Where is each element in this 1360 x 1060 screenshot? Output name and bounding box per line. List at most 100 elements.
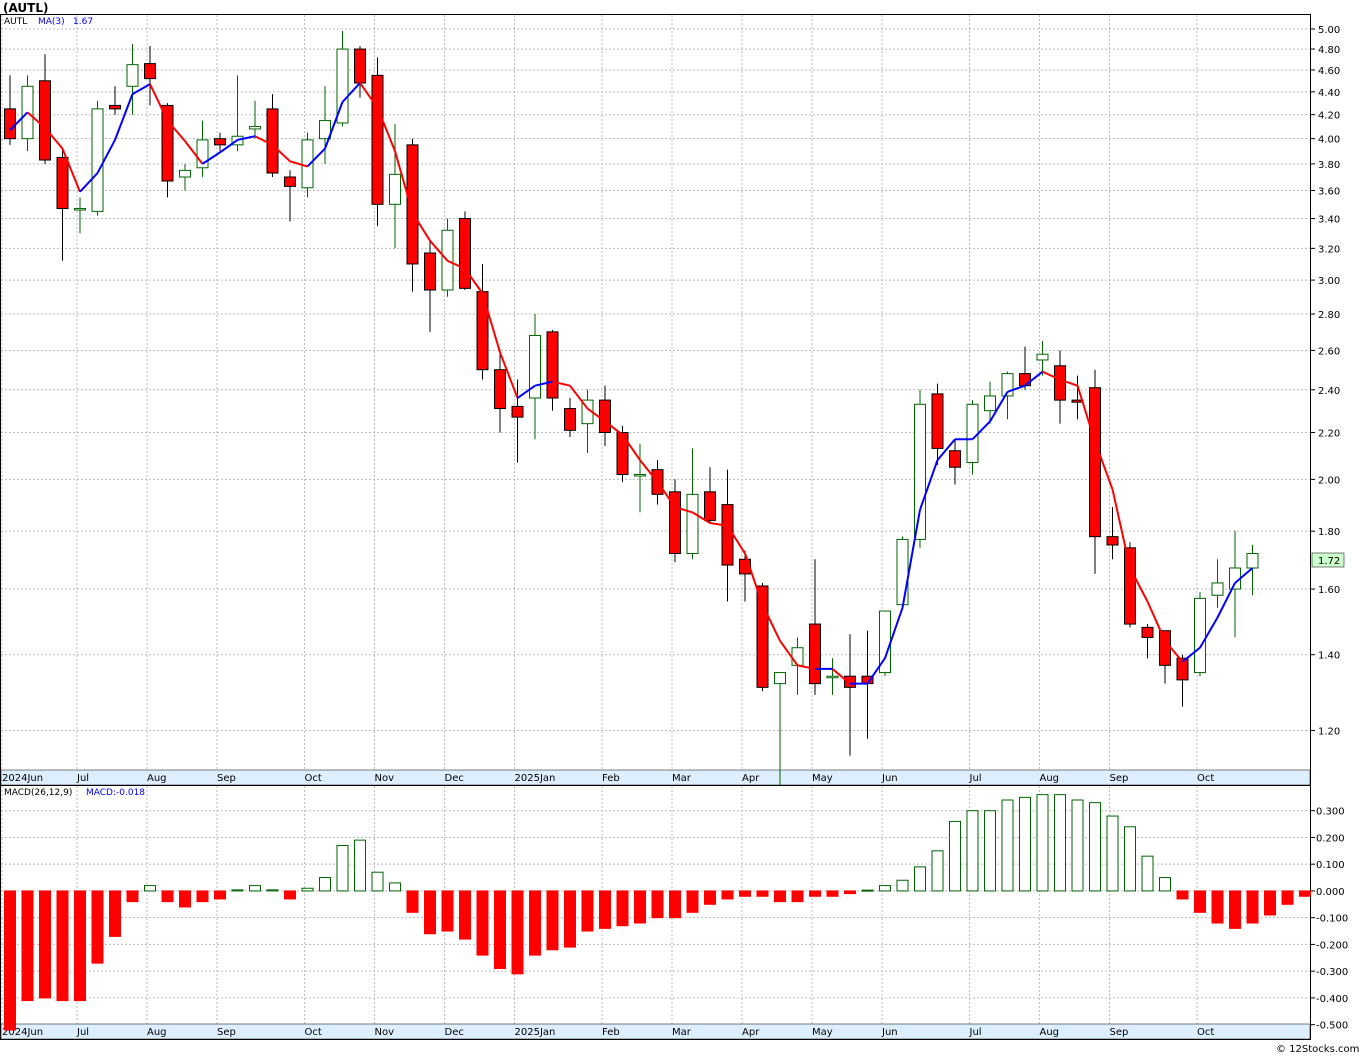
macd-bar [1089, 802, 1101, 892]
x-tick-label: Oct [305, 773, 322, 784]
ma-segment [464, 268, 484, 294]
macd-bar [354, 839, 366, 892]
macd-bar [39, 890, 51, 999]
macd-x-tick-label: Mar [672, 1027, 692, 1038]
macd-tick-label: 0.100 [1316, 860, 1345, 871]
price-tick-label: 4.40 [1318, 88, 1340, 99]
candle-body [809, 623, 821, 685]
candle [879, 610, 891, 677]
candle [56, 147, 69, 261]
macd-bar [126, 890, 139, 903]
ma-segment [884, 607, 904, 659]
candle [1089, 369, 1101, 574]
candle [914, 389, 926, 548]
ma-segment [306, 147, 326, 168]
ma-segment [971, 420, 991, 440]
macd-x-tick-label: Jul [969, 1027, 982, 1038]
macd-tick-label: -0.500 [1316, 1021, 1348, 1032]
price-tick-label: 3.60 [1318, 186, 1340, 197]
candle [144, 46, 156, 106]
candle-body [1211, 582, 1224, 596]
candle [844, 634, 856, 756]
candle-body [126, 64, 139, 87]
candle-body [826, 675, 839, 679]
candle [634, 443, 646, 513]
x-tick-label: Apr [742, 773, 760, 784]
candle-body [1176, 657, 1189, 681]
candle-body [914, 403, 926, 540]
candle-body [161, 104, 174, 182]
macd-bar [581, 890, 594, 932]
candle-body [196, 139, 209, 169]
ma-segment [1216, 582, 1236, 618]
candle-body [844, 675, 856, 688]
x-tick-label: May [812, 773, 833, 784]
ma-segment [219, 139, 239, 154]
candle [809, 559, 821, 695]
candle-body [1036, 353, 1049, 361]
ma-segment [1024, 370, 1044, 387]
candle-body [266, 108, 279, 174]
ma-segment [132, 83, 151, 95]
macd-legend-value: MACD:-0.018 [86, 788, 145, 798]
macd-bar [266, 889, 279, 892]
candle-body [1054, 365, 1066, 401]
ma-segment [1076, 385, 1096, 442]
macd-bar [616, 890, 629, 927]
macd-bar [564, 890, 576, 948]
x-tick-label: Aug [147, 773, 167, 784]
macd-x-tick-label: Sep [1110, 1027, 1129, 1038]
candle [284, 170, 296, 222]
macd-y-axis: 0.300 0.200 0.100 0.000 -0.100 -0.200 -0.300 -0… [1310, 807, 1348, 1032]
ma-segment [44, 127, 64, 150]
macd-tick-label: -0.100 [1316, 914, 1348, 925]
ma-segment [184, 140, 204, 165]
ma-segment [1146, 601, 1166, 642]
macd-bar [1229, 890, 1241, 929]
candle [756, 582, 769, 692]
ma-segment [797, 664, 816, 670]
ma-segment [324, 101, 344, 149]
ma-segment [534, 380, 553, 387]
candle [389, 124, 401, 249]
candle-body [109, 104, 121, 110]
ma-segment [656, 481, 676, 508]
macd-bar [511, 890, 524, 975]
candle-body [144, 63, 156, 80]
candle-body [774, 672, 786, 685]
macd-bar [441, 890, 454, 932]
candle-body [319, 120, 331, 140]
ma-segment [1059, 378, 1078, 387]
candle [1176, 654, 1189, 707]
candle-body [371, 74, 384, 205]
ma-segment [639, 459, 659, 483]
price-tick-label: 4.80 [1318, 45, 1340, 56]
candle [319, 86, 331, 164]
candle [214, 132, 226, 152]
price-tick-label: 1.40 [1318, 651, 1340, 662]
candle-body [459, 218, 471, 289]
price-panel [0, 14, 1311, 786]
ma-segment [341, 82, 361, 103]
ma-segment [237, 135, 256, 141]
price-tick-label: 1.80 [1318, 527, 1340, 538]
price-tick-label: 1.60 [1318, 585, 1340, 596]
candle-body [791, 647, 804, 666]
macd-x-tick-label: Aug [147, 1027, 167, 1038]
ma-segment [726, 525, 746, 555]
ma-segment [1129, 567, 1149, 602]
ma-segment [394, 150, 414, 214]
ma-segment [761, 604, 781, 642]
ma-segment [552, 380, 571, 387]
macd-tick-label: 0.000 [1316, 887, 1345, 898]
price-tick-label: 3.20 [1318, 244, 1340, 255]
macd-x-axis: 2024Jun Jul Aug Sep Oct Nov Dec 2025Jan Feb Mar Ap… [2, 1027, 1214, 1038]
candle-body [949, 450, 961, 468]
ma-segment [376, 107, 396, 152]
price-tick-label: 2.00 [1318, 475, 1340, 486]
macd-x-tick-label: May [812, 1027, 833, 1038]
ma-segment [604, 420, 624, 436]
candle-body [546, 331, 559, 399]
candle [984, 381, 996, 424]
macd-tick-label: 0.200 [1316, 833, 1345, 844]
